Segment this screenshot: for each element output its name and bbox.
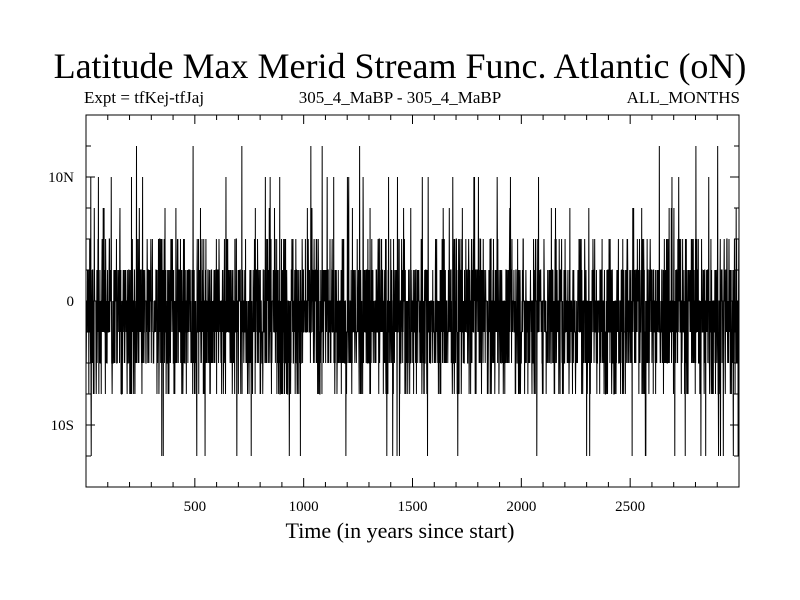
period-label: 305_4_MaBP - 305_4_MaBP bbox=[298, 88, 502, 107]
x-axis-label: Time (in years since start) bbox=[285, 518, 515, 543]
y-tick-label: 0 bbox=[67, 294, 75, 310]
x-tick-label: 500 bbox=[184, 499, 207, 515]
x-tick-label: 1000 bbox=[289, 499, 319, 515]
series-line bbox=[85, 145, 740, 457]
x-tick-label: 2500 bbox=[615, 499, 645, 515]
chart-title: Latitude Max Merid Stream Func. Atlantic… bbox=[53, 46, 747, 86]
tick-layer: 500 1000 1500 2000 2500 10N 0 10S bbox=[48, 115, 739, 515]
series-layer bbox=[85, 145, 740, 457]
x-tick-label: 1500 bbox=[398, 499, 428, 515]
y-tick-label: 10S bbox=[51, 418, 74, 434]
x-tick-label: 2000 bbox=[506, 499, 536, 515]
y-tick-label: 10N bbox=[48, 170, 74, 186]
months-label: ALL_MONTHS bbox=[626, 88, 740, 107]
experiment-label: Expt = tfKej-tfJaj bbox=[84, 88, 205, 107]
